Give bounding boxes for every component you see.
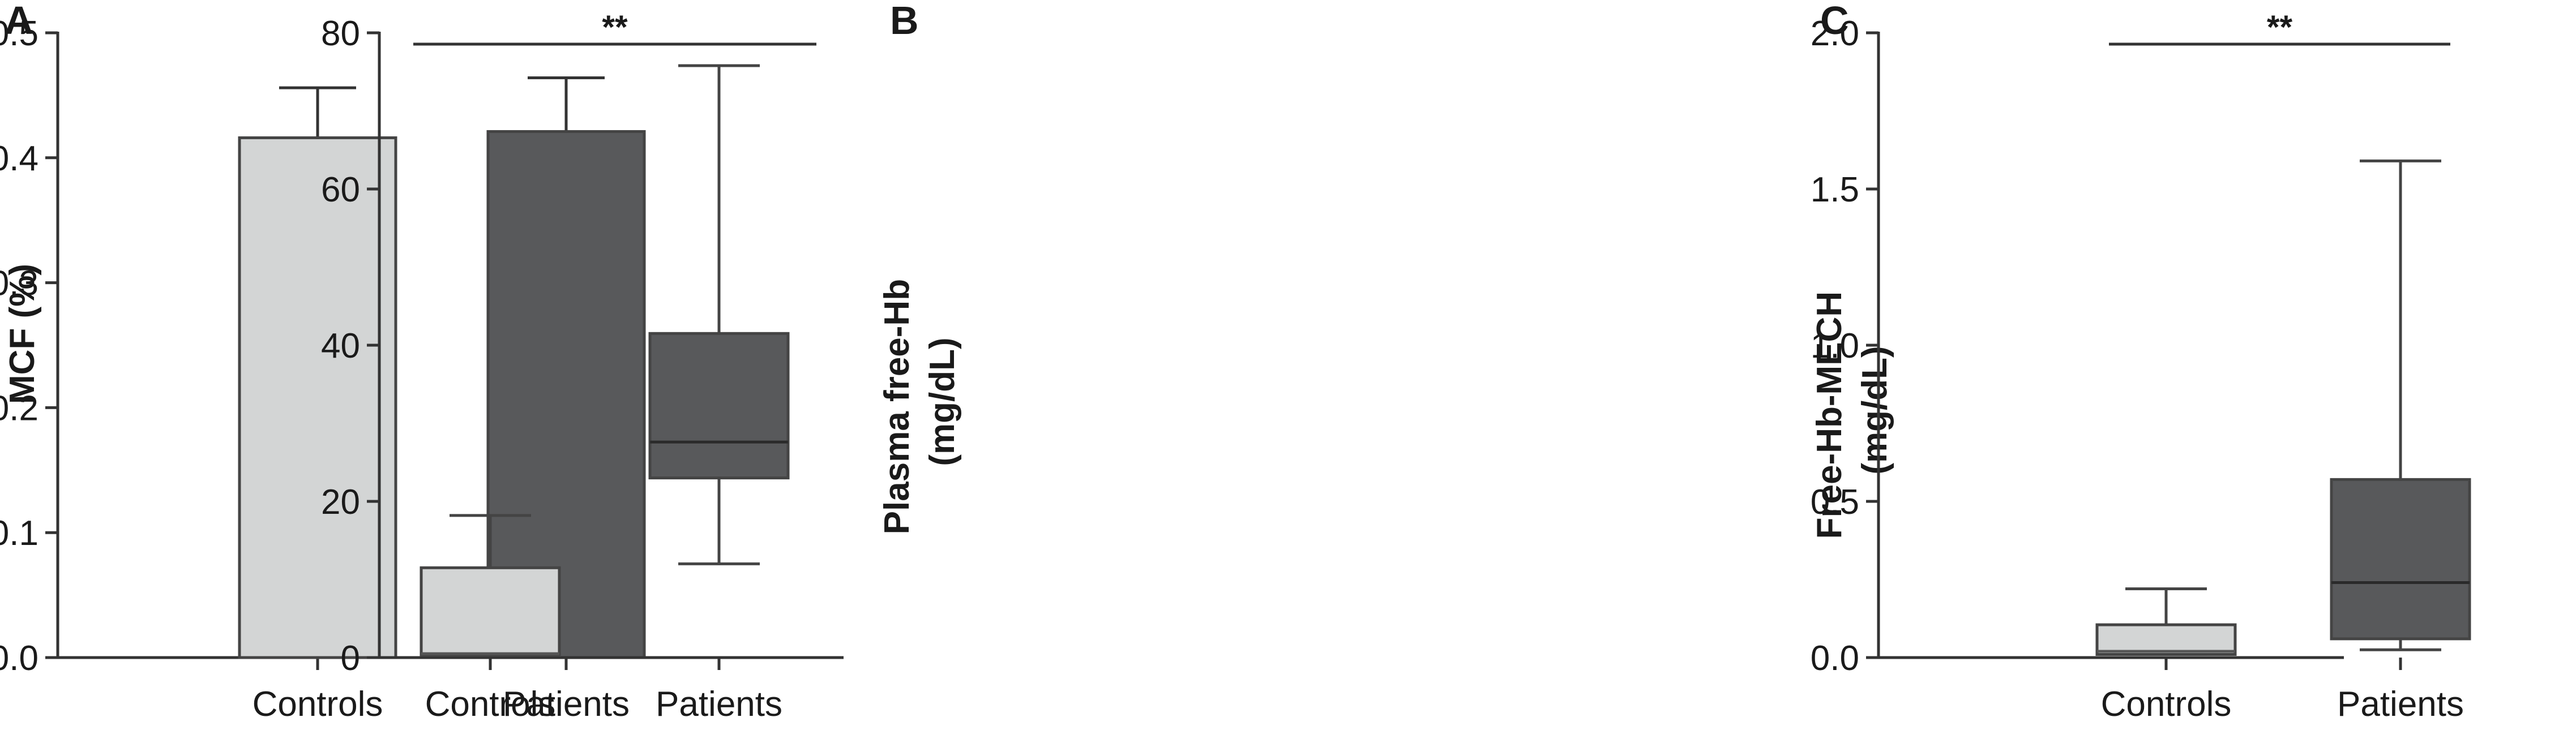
- panel-b-significance-label: **: [602, 9, 628, 46]
- panel-b-y-tick-label: 20: [321, 483, 360, 522]
- panel-b-box-patients: [648, 332, 790, 480]
- panel-b-y-tick-label: 80: [321, 14, 360, 53]
- panel-a-y-tick-label: 0.5: [0, 14, 38, 53]
- panel-c-y-tick-label: 1.0: [1811, 327, 1859, 366]
- panel-c-y-axis-title-line-2: (mg/dL): [1855, 346, 1894, 474]
- panel-b-y-tick-label: 40: [321, 327, 360, 366]
- panel-c-x-tick-label: Patients: [2337, 685, 2464, 724]
- panel-b-y-tick-label: 0: [341, 639, 360, 678]
- panel-c-y-tick-label: 1.5: [1811, 170, 1859, 209]
- panel-c-y-tick-label: 0.5: [1811, 483, 1859, 522]
- panel-b-box-controls: [420, 566, 561, 657]
- panel-a-x-tick-label: Patients: [503, 685, 630, 724]
- panel-a-y-tick-label: 0.3: [0, 264, 38, 303]
- panel-b-y-tick-label: 60: [321, 170, 360, 209]
- panel-b-y-axis-title: Plasma free-Hb (mg/dL): [878, 269, 962, 535]
- panel-c-box-controls: [2095, 623, 2237, 656]
- panel-c-plot: 0.0 0.5 1.0 1.5 2.0 Controls Patients **: [1811, 9, 2471, 724]
- panel-a-bar-controls: [238, 136, 397, 659]
- panel-b-y-axis-title-line-2: (mg/dL): [923, 337, 962, 466]
- panel-b-y-axis-title-line-1: Plasma free-Hb: [878, 279, 917, 534]
- panel-c-x-tick-label: Controls: [2101, 685, 2232, 724]
- panel-c-y-tick-label: 0.0: [1811, 639, 1859, 678]
- panel-a-y-tick-label: 0.1: [0, 514, 38, 553]
- panel-c-y-tick-label: 2.0: [1811, 14, 1859, 53]
- panel-a-y-tick-label: 0.0: [0, 639, 38, 678]
- panel-letter-c: C: [1820, 0, 1849, 42]
- panel-c-significance-label: **: [2267, 9, 2293, 46]
- panel-letter-a: A: [5, 0, 33, 42]
- panel-c-y-axis-title: Free-Hb-MECH (mg/dL): [1810, 282, 1894, 539]
- panel-a-y-axis-title: MCF (%): [3, 264, 42, 404]
- panel-b: B Plasma free-Hb (mg/dL) 0 20 40 60 80 Contro…: [321, 0, 962, 724]
- panel-b-x-tick-label: Controls: [425, 685, 556, 724]
- panel-b-x-tick-label: Patients: [656, 685, 782, 724]
- panel-c-box-patients: [2330, 478, 2471, 641]
- panel-c-y-axis-title-line-1: Free-Hb-MECH: [1810, 291, 1849, 539]
- panel-a-x-tick-label: Controls: [253, 685, 383, 724]
- panel-c: C Free-Hb-MECH (mg/dL) 0.0 0.5 1.0 1.5 2.0 Co…: [1810, 0, 2471, 724]
- panel-letter-b: B: [890, 0, 919, 42]
- panel-a-y-tick-label: 0.4: [0, 139, 38, 178]
- panel-a-y-tick-label: 0.2: [0, 389, 38, 428]
